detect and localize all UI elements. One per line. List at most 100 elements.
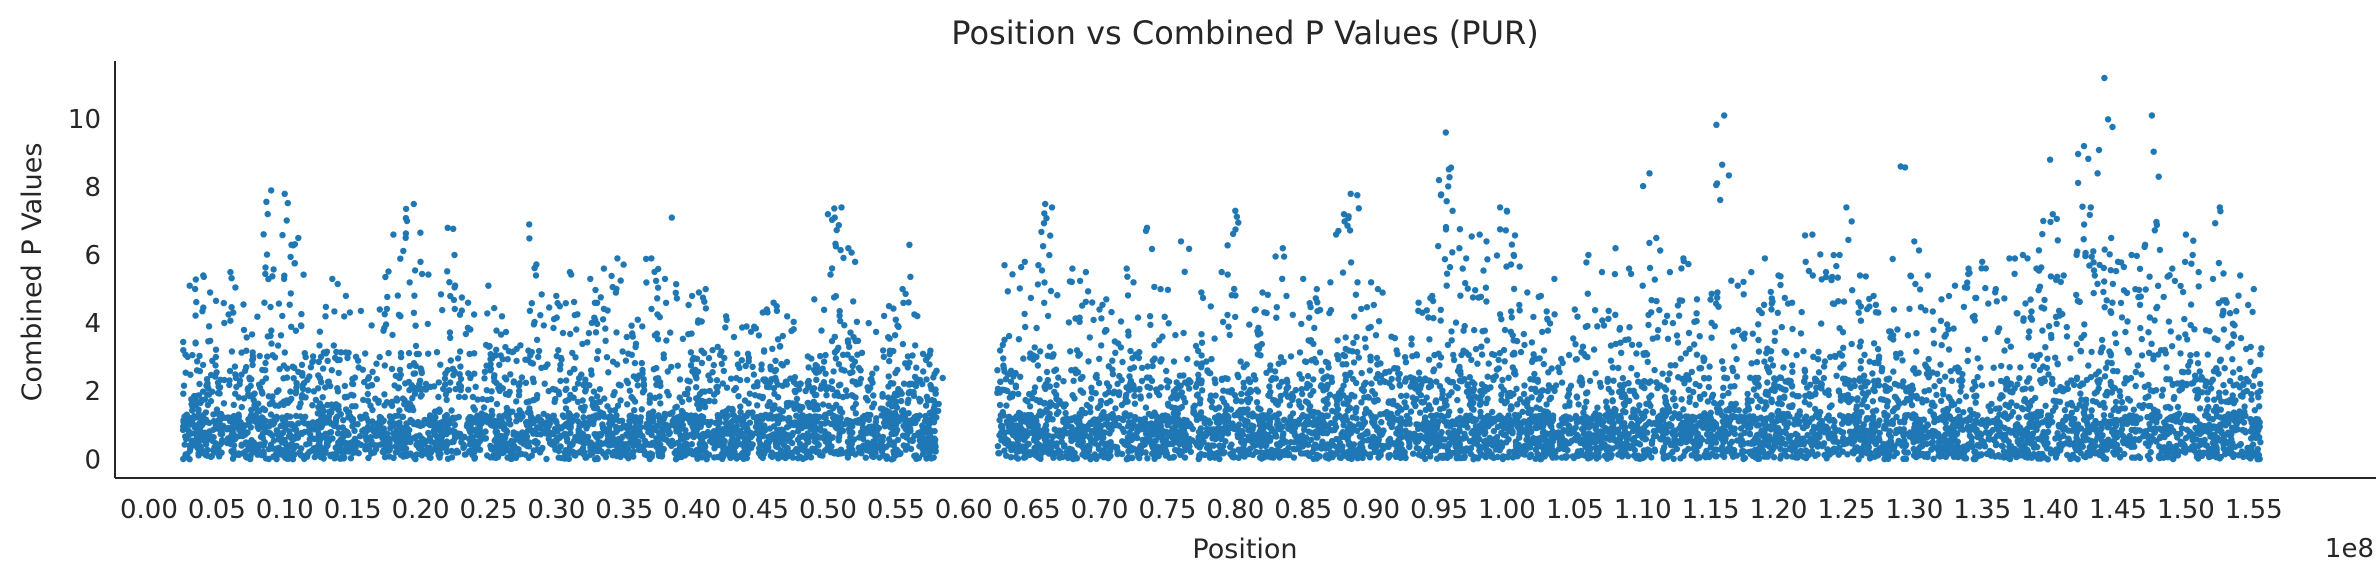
data-point	[240, 301, 247, 308]
data-point	[2257, 351, 2264, 358]
data-point	[1820, 363, 1828, 370]
data-point	[859, 424, 867, 431]
data-point	[857, 375, 865, 383]
data-point	[628, 433, 635, 440]
data-point	[381, 311, 388, 318]
data-point	[441, 375, 449, 382]
data-point	[492, 419, 500, 426]
data-point	[250, 441, 258, 449]
data-point	[581, 449, 588, 456]
data-point	[504, 454, 511, 461]
data-point	[852, 410, 859, 417]
data-point	[194, 358, 201, 365]
data-point	[1988, 380, 1995, 388]
data-point	[494, 434, 501, 441]
data-point	[209, 437, 216, 445]
data-point	[835, 433, 843, 441]
data-point	[911, 432, 918, 440]
data-point	[288, 440, 295, 448]
data-point	[331, 354, 339, 361]
data-point	[267, 411, 275, 418]
data-point	[488, 444, 495, 452]
data-point	[1353, 415, 1360, 422]
data-point	[1484, 395, 1491, 402]
data-point	[2236, 365, 2243, 373]
data-point	[734, 350, 741, 357]
data-point	[771, 390, 778, 397]
data-point	[366, 442, 373, 449]
data-point	[665, 430, 673, 438]
data-point	[713, 434, 720, 441]
data-point	[760, 376, 767, 383]
data-point	[297, 400, 304, 407]
data-point	[535, 353, 542, 361]
data-point	[2017, 364, 2024, 371]
data-point	[2015, 414, 2022, 421]
data-point	[425, 350, 432, 357]
data-point	[441, 423, 448, 431]
data-point	[714, 388, 721, 396]
data-point	[905, 410, 912, 417]
data-point	[688, 441, 695, 448]
data-point	[798, 424, 806, 432]
data-point	[593, 399, 600, 407]
data-point	[558, 454, 565, 462]
data-point	[217, 430, 224, 438]
data-point	[231, 363, 239, 370]
data-point	[2063, 323, 2070, 331]
data-point	[425, 429, 432, 437]
data-point	[640, 382, 648, 389]
data-point	[451, 305, 458, 313]
data-point	[1954, 406, 1962, 414]
data-point	[233, 383, 240, 391]
data-point	[534, 417, 541, 424]
data-point	[1163, 367, 1170, 375]
data-point	[188, 396, 195, 403]
data-point	[291, 435, 298, 443]
data-point	[292, 412, 300, 420]
data-point	[731, 386, 738, 394]
data-point	[442, 444, 450, 451]
data-point	[475, 413, 482, 420]
data-point	[1672, 402, 1679, 410]
data-point	[631, 359, 639, 367]
data-point	[883, 453, 891, 460]
data-point	[327, 451, 334, 459]
data-point	[706, 431, 713, 439]
data-point	[388, 365, 396, 373]
data-point	[1930, 455, 1937, 462]
data-point	[453, 432, 460, 439]
data-point	[381, 402, 388, 409]
data-point	[392, 372, 399, 380]
data-point	[715, 424, 722, 432]
data-point	[283, 374, 291, 381]
data-point	[563, 377, 570, 384]
data-point	[699, 413, 707, 421]
data-point	[460, 441, 467, 448]
data-point	[721, 437, 728, 445]
data-point	[2016, 375, 2023, 382]
data-point	[663, 337, 670, 344]
data-point	[1701, 391, 1708, 398]
data-point	[898, 397, 905, 405]
data-point	[741, 397, 749, 404]
data-point	[391, 382, 398, 389]
data-point	[718, 360, 725, 367]
data-point	[268, 327, 275, 334]
data-point	[238, 403, 245, 411]
data-point	[210, 411, 217, 418]
data-point	[1956, 397, 1963, 405]
data-point	[1096, 355, 1103, 362]
data-point	[758, 366, 765, 373]
data-point	[1496, 349, 1504, 357]
data-point	[1240, 384, 1248, 391]
data-point	[770, 385, 778, 392]
data-point	[818, 382, 825, 389]
data-point	[734, 417, 741, 424]
data-point	[580, 414, 587, 421]
data-point	[614, 402, 622, 409]
data-point	[513, 418, 520, 425]
data-point	[351, 374, 359, 381]
data-point	[2193, 453, 2201, 461]
data-point	[658, 419, 665, 426]
